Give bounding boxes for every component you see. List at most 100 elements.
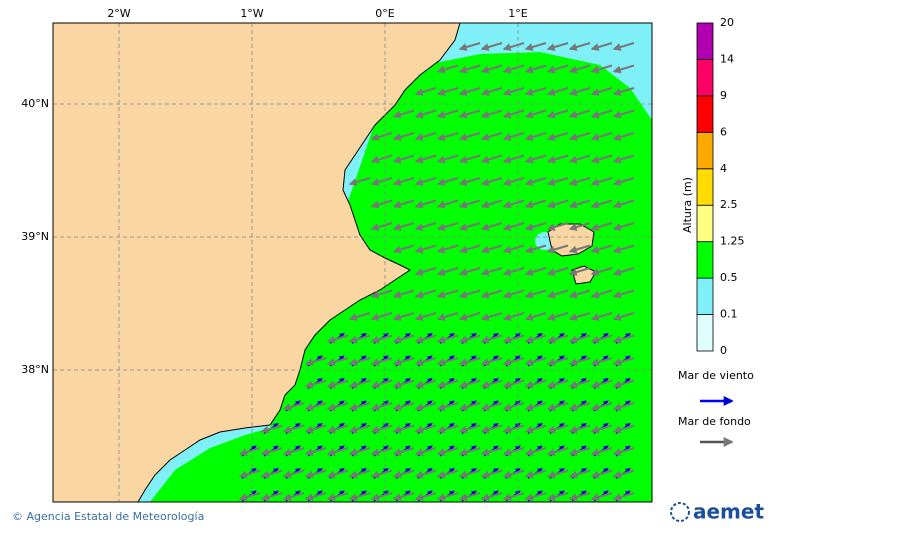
colorbar-tick-label: 2.5 — [720, 198, 738, 211]
swell-arrow — [502, 312, 525, 321]
swell-arrow — [524, 469, 547, 479]
swell-arrow — [590, 199, 613, 209]
swell-arrow — [612, 87, 635, 96]
swell-arrow — [502, 177, 525, 186]
swell-arrow — [392, 334, 415, 344]
swell-arrow — [524, 424, 547, 434]
swell-arrow — [436, 334, 459, 344]
swell-arrow — [568, 447, 591, 456]
swell-arrow — [524, 357, 547, 366]
swell-arrow — [480, 469, 503, 479]
swell-arrow — [480, 267, 503, 276]
swell-arrow — [392, 222, 415, 231]
swell-arrow — [524, 64, 547, 74]
swell-arrow — [480, 177, 503, 186]
swell-arrow — [524, 222, 547, 231]
swell-arrow — [414, 222, 437, 231]
swell-arrow — [568, 267, 591, 276]
swell-arrow — [260, 447, 283, 456]
swell-arrow — [612, 132, 635, 141]
swell-arrow — [414, 379, 437, 389]
colorbar-tick-label: 4 — [720, 162, 727, 175]
swell-arrow — [524, 177, 547, 186]
swell-arrow — [546, 312, 569, 321]
swell-arrow — [568, 42, 591, 51]
swell-arrow — [612, 334, 635, 344]
swell-arrow — [260, 492, 283, 501]
swell-arrow — [568, 87, 591, 96]
swell-arrow — [524, 154, 547, 164]
swell-arrow — [436, 154, 459, 164]
swell-arrow — [524, 244, 547, 254]
swell-arrow — [568, 199, 591, 209]
swell-arrow — [260, 424, 283, 434]
swell-arrow — [568, 154, 591, 164]
swell-arrow — [370, 132, 393, 141]
swell-arrow — [568, 379, 591, 389]
swell-arrow — [238, 469, 261, 479]
swell-arrow — [392, 132, 415, 141]
logo-text: aemet — [693, 500, 764, 524]
swell-arrow — [502, 87, 525, 96]
swell-arrow — [436, 469, 459, 479]
swell-arrow — [612, 492, 635, 501]
swell-arrow — [502, 492, 525, 501]
swell-arrow — [370, 312, 393, 321]
swell-arrow — [436, 379, 459, 389]
swell-arrow — [304, 424, 327, 434]
swell-arrow — [480, 334, 503, 344]
swell-arrow — [524, 267, 547, 276]
swell-arrow — [480, 312, 503, 321]
swell-arrow — [436, 222, 459, 231]
legend-label: Mar de fondo — [678, 415, 751, 428]
swell-arrow — [392, 154, 415, 164]
graticule — [53, 23, 652, 502]
swell-arrow — [524, 492, 547, 501]
swell-arrow — [436, 109, 459, 119]
swell-arrow — [238, 492, 261, 501]
swell-arrow — [458, 109, 481, 119]
swell-arrow — [480, 222, 503, 231]
swell-arrow — [436, 64, 459, 74]
swell-arrow — [392, 402, 415, 411]
swell-arrow — [568, 244, 591, 254]
swell-arrow — [612, 312, 635, 321]
swell-arrow — [524, 109, 547, 119]
swell-arrow — [326, 402, 349, 411]
swell-arrow — [590, 177, 613, 186]
swell-arrow — [414, 177, 437, 186]
swell-arrow — [458, 312, 481, 321]
swell-arrow — [414, 469, 437, 479]
swell-arrow — [458, 447, 481, 456]
swell-arrow — [458, 469, 481, 479]
swell-arrow — [590, 64, 613, 74]
swell-arrow — [458, 177, 481, 186]
swell-arrow — [480, 289, 503, 299]
swell-arrow — [590, 424, 613, 434]
swell-arrow — [480, 357, 503, 366]
swell-arrow — [590, 379, 613, 389]
swell-arrow — [392, 424, 415, 434]
swell-arrow — [480, 492, 503, 501]
swell-arrow — [436, 357, 459, 366]
swell-arrow — [282, 424, 305, 434]
lon-label: 1°E — [508, 7, 527, 20]
swell-arrow — [612, 244, 635, 254]
swell-arrow — [546, 177, 569, 186]
colorbar-segment — [696, 204, 714, 243]
swell-arrow — [260, 469, 283, 479]
swell-arrow — [612, 289, 635, 299]
colorbar-tick-label: 0.5 — [720, 271, 738, 284]
swell-arrow — [282, 492, 305, 501]
swell-arrow — [524, 447, 547, 456]
swell-arrow — [612, 469, 635, 479]
swell-arrow — [458, 87, 481, 96]
swell-arrow — [480, 87, 503, 96]
swell-arrow — [414, 109, 437, 119]
swell-arrow — [502, 132, 525, 141]
swell-arrow — [502, 64, 525, 74]
swell-arrow — [546, 379, 569, 389]
swell-arrow — [392, 447, 415, 456]
swell-arrow — [480, 402, 503, 411]
swell-arrow — [304, 379, 327, 389]
